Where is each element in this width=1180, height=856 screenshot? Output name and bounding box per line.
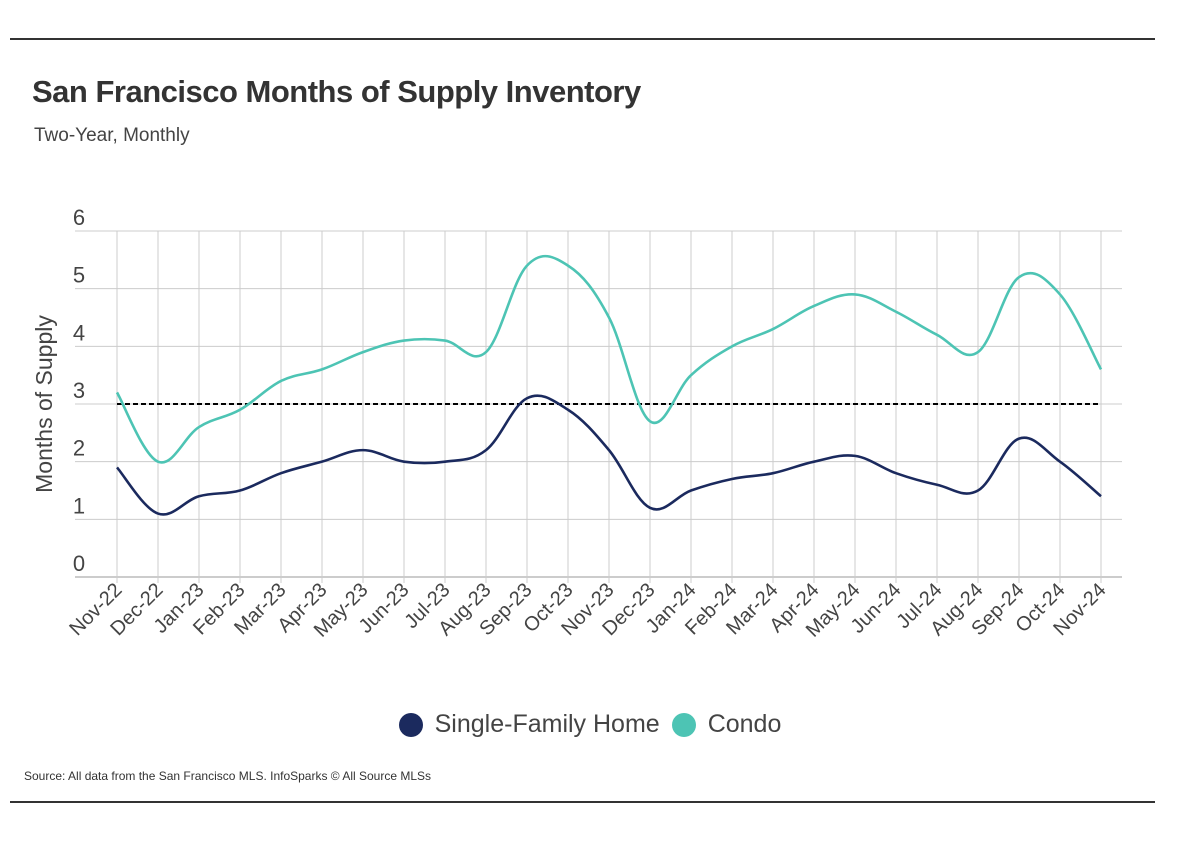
y-axis-label: Months of Supply: [31, 315, 57, 493]
y-tick-label: 4: [73, 320, 85, 345]
top-rule: [10, 38, 1155, 40]
y-tick-label: 6: [73, 205, 85, 230]
legend-label-condo: Condo: [707, 710, 782, 738]
legend-item-condo: Condo: [671, 710, 782, 739]
y-tick-label: 1: [73, 493, 85, 518]
chart-grid: [75, 230, 1122, 583]
bottom-rule: [10, 801, 1155, 803]
legend-swatch-condo: [671, 712, 696, 737]
y-tick-label: 2: [73, 436, 85, 461]
x-axis-ticks: Nov-22Dec-22Jan-23Feb-23Mar-23Apr-23May-…: [65, 579, 1110, 642]
y-tick-label: 0: [73, 551, 85, 576]
legend-item-single-family: Single-Family Home: [398, 710, 660, 739]
y-tick-label: 5: [73, 263, 85, 288]
legend-swatch-single-family: [398, 712, 423, 737]
y-tick-label: 3: [73, 378, 85, 403]
y-axis-ticks: 0 1 2 3 4 5 6: [73, 205, 85, 576]
series-line-single-family-home: [116, 394, 1102, 516]
source-note: Source: All data from the San Francisco …: [24, 769, 432, 783]
legend-label-single-family: Single-Family Home: [434, 710, 660, 738]
line-chart: 0 1 2 3 4 5 6 Nov-22Dec-22Jan-23Feb-23Mar-23Ap…: [31, 205, 1122, 642]
chart-subtitle: Two-Year, Monthly: [34, 125, 190, 146]
series-line-condo: [115, 254, 1103, 464]
chart-title: San Francisco Months of Supply Inventory: [32, 74, 641, 109]
chart-series: [115, 254, 1103, 516]
chart-legend: Single-Family Home Condo: [0, 710, 1180, 739]
